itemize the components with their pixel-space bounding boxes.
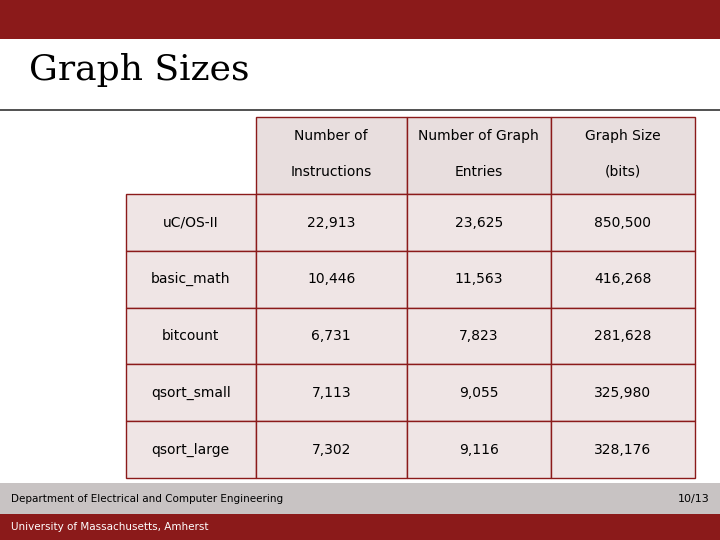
Bar: [256, 421, 407, 478]
Text: 325,980: 325,980: [594, 386, 652, 400]
Bar: [126, 364, 256, 421]
Text: 281,628: 281,628: [594, 329, 652, 343]
Bar: [407, 308, 551, 364]
Text: basic_math: basic_math: [151, 272, 230, 286]
Bar: [256, 308, 407, 364]
Text: University of Massachusetts, Amherst: University of Massachusetts, Amherst: [11, 522, 208, 532]
Text: Instructions: Instructions: [291, 165, 372, 179]
Text: Graph Size: Graph Size: [585, 129, 661, 143]
Bar: [126, 308, 256, 364]
Text: uC/OS-II: uC/OS-II: [163, 215, 219, 230]
Text: 9,116: 9,116: [459, 443, 499, 456]
Bar: [126, 194, 256, 251]
Text: 6,731: 6,731: [311, 329, 351, 343]
Text: 22,913: 22,913: [307, 215, 356, 230]
Text: bitcount: bitcount: [162, 329, 220, 343]
Text: 7,113: 7,113: [311, 386, 351, 400]
Text: Graph Sizes: Graph Sizes: [29, 53, 249, 87]
Text: 23,625: 23,625: [454, 215, 503, 230]
Bar: [407, 117, 551, 194]
Bar: [551, 194, 695, 251]
Bar: [551, 251, 695, 308]
Text: qsort_small: qsort_small: [151, 386, 230, 400]
Bar: [407, 364, 551, 421]
Bar: [551, 421, 695, 478]
Bar: [256, 364, 407, 421]
Text: 11,563: 11,563: [454, 272, 503, 286]
Text: qsort_large: qsort_large: [152, 442, 230, 457]
Text: Entries: Entries: [454, 165, 503, 179]
Bar: [126, 251, 256, 308]
Text: 416,268: 416,268: [594, 272, 652, 286]
Text: (bits): (bits): [605, 165, 641, 179]
Bar: [407, 421, 551, 478]
Text: 9,055: 9,055: [459, 386, 498, 400]
Text: 10/13: 10/13: [678, 494, 709, 504]
Bar: [551, 117, 695, 194]
Bar: [551, 308, 695, 364]
Text: 7,823: 7,823: [459, 329, 498, 343]
Bar: [407, 194, 551, 251]
Bar: [256, 117, 407, 194]
Bar: [407, 251, 551, 308]
Text: Department of Electrical and Computer Engineering: Department of Electrical and Computer En…: [11, 494, 283, 504]
Bar: [256, 251, 407, 308]
Bar: [126, 421, 256, 478]
Bar: [551, 364, 695, 421]
Text: 7,302: 7,302: [312, 443, 351, 456]
Bar: [256, 194, 407, 251]
Text: Number of: Number of: [294, 129, 368, 143]
Text: 328,176: 328,176: [594, 443, 652, 456]
Text: 10,446: 10,446: [307, 272, 356, 286]
Text: 850,500: 850,500: [594, 215, 652, 230]
Text: Number of Graph: Number of Graph: [418, 129, 539, 143]
